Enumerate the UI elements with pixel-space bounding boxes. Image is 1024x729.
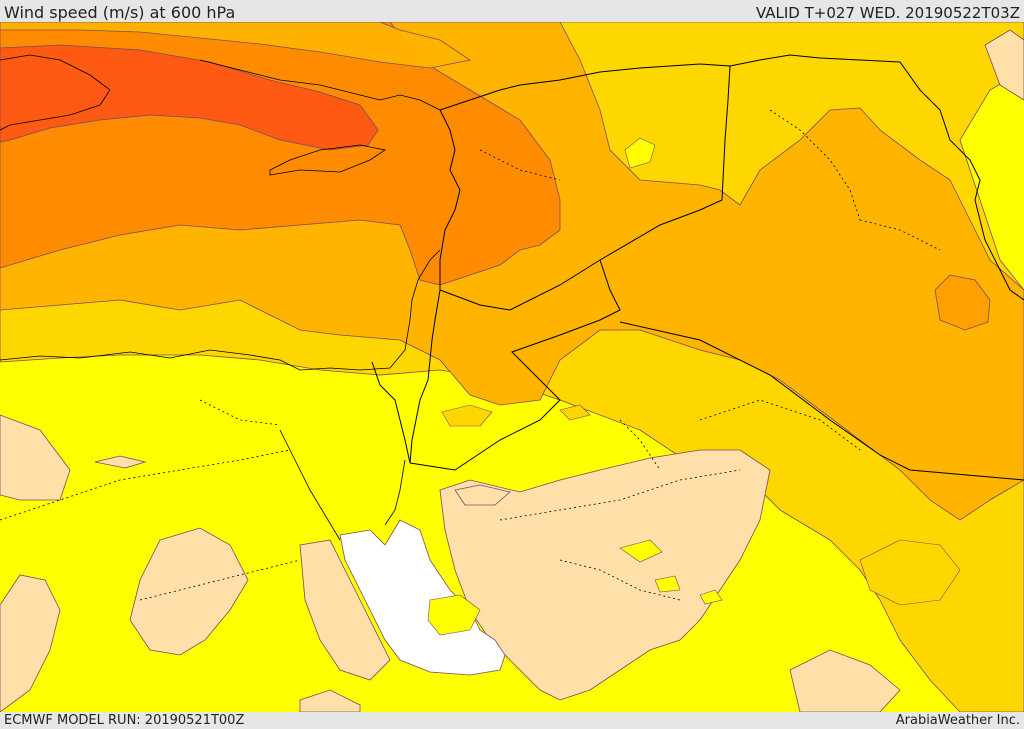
country-borders <box>371 54 1024 481</box>
admin-borders <box>0 109 941 601</box>
field-light-egypt <box>129 527 249 656</box>
map-canvas <box>0 22 1024 712</box>
field-light-small-1 <box>94 455 147 469</box>
field-yellow-island-1 <box>619 539 663 563</box>
field-red-orange <box>0 44 379 151</box>
field-light-nile <box>299 539 391 681</box>
field-light-southwest <box>0 574 61 712</box>
field-amber-blob-east <box>934 274 991 331</box>
map-title: Wind speed (m/s) at 600 hPa <box>4 3 236 22</box>
field-calm-white <box>339 519 506 676</box>
model-run-label: ECMWF MODEL RUN: 20190521T00Z <box>4 713 245 728</box>
field-gold-blob-1 <box>441 404 493 427</box>
field-light-small-2 <box>454 484 511 506</box>
field-gold-blob-2 <box>559 404 591 421</box>
field-light-south <box>789 649 901 712</box>
credit-label: ArabiaWeather Inc. <box>895 713 1020 728</box>
valid-time-label: VALID T+027 WED. 20190522T03Z <box>755 4 1020 22</box>
field-calm-yellow-island <box>427 594 481 636</box>
field-ridge-amber <box>0 22 472 69</box>
field-light-west <box>0 414 71 501</box>
field-yellow-blob-north <box>624 137 656 169</box>
footer-bar: ECMWF MODEL RUN: 20190521T00Z ArabiaWeat… <box>0 712 1024 729</box>
field-light-northeast <box>984 29 1024 101</box>
field-yellow-island-2 <box>699 589 723 605</box>
field-gold-east-bottom <box>859 539 961 606</box>
field-yellow-island-3 <box>654 575 681 593</box>
header-bar: Wind speed (m/s) at 600 hPa VALID T+027 … <box>0 0 1024 22</box>
wind-speed-map[interactable] <box>0 22 1024 712</box>
field-light-bottom <box>299 689 361 712</box>
coastlines <box>0 54 441 541</box>
